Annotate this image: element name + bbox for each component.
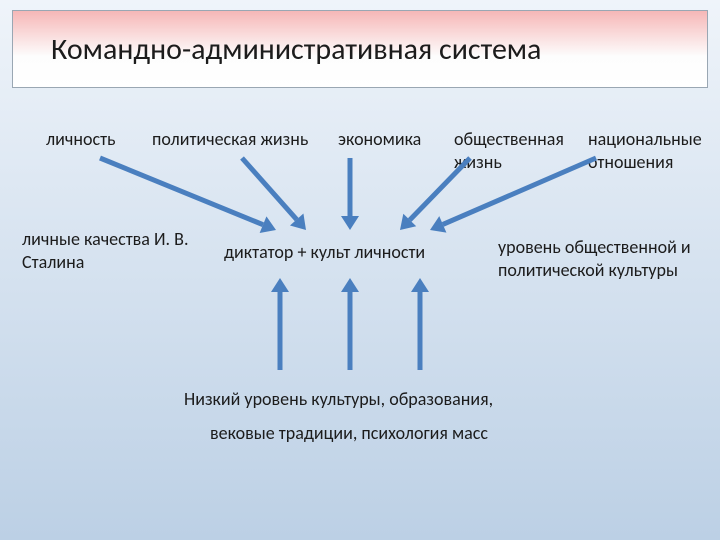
slide: Командно-административная система личнос…: [0, 0, 720, 540]
arrows-svg: [0, 0, 720, 540]
